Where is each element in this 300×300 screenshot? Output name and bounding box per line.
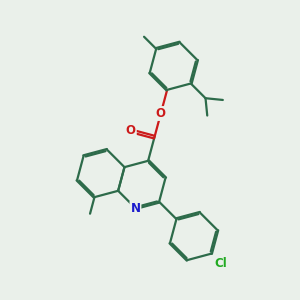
Text: Cl: Cl [214, 257, 227, 270]
Text: N: N [130, 202, 140, 214]
Text: O: O [126, 124, 136, 137]
Text: O: O [156, 107, 166, 120]
